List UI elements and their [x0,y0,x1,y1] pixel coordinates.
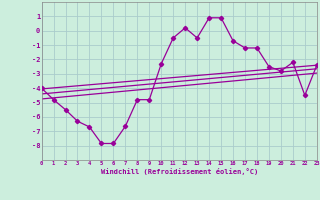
X-axis label: Windchill (Refroidissement éolien,°C): Windchill (Refroidissement éolien,°C) [100,168,258,175]
